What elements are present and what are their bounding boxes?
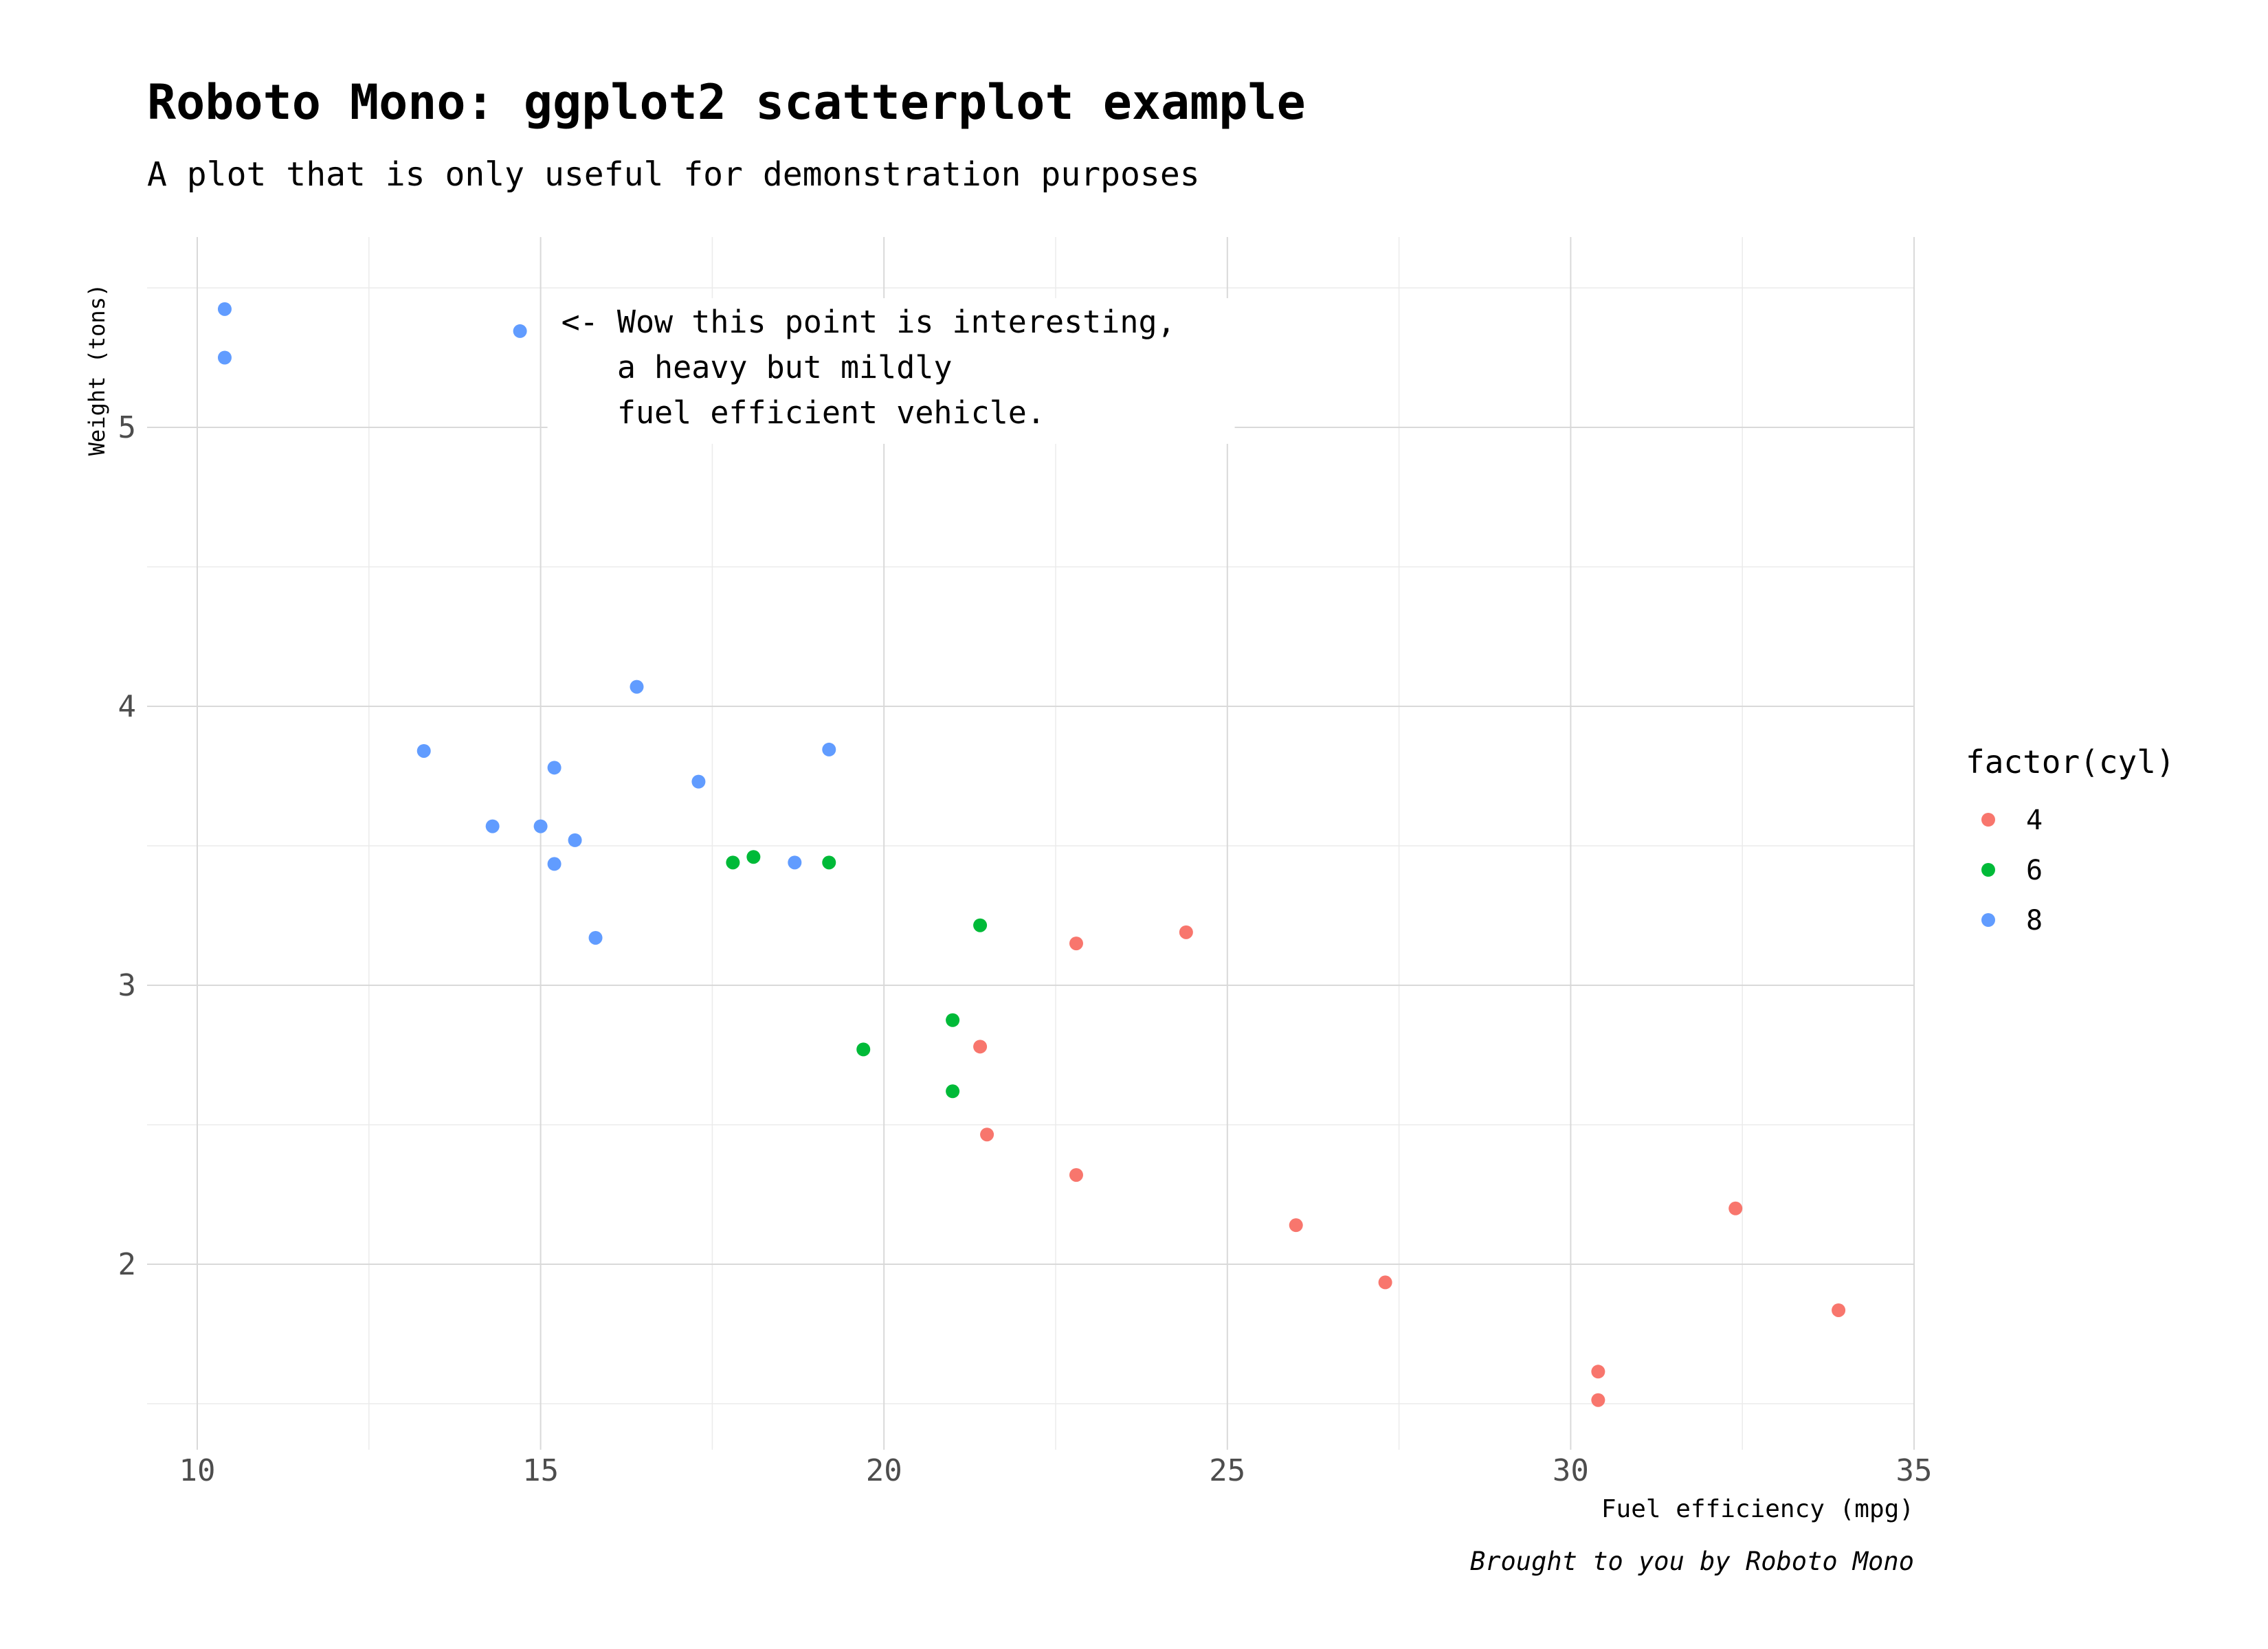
y-axis-title: Weight (tons) — [84, 284, 110, 456]
x-tick-label: 35 — [1896, 1453, 1933, 1488]
data-point-cyl-4 — [1179, 925, 1193, 939]
data-point-cyl-6 — [726, 855, 740, 870]
data-point-cyl-4 — [1378, 1275, 1392, 1290]
data-point-cyl-6 — [856, 1042, 871, 1057]
data-point-cyl-6 — [822, 855, 836, 870]
chart-title: Roboto Mono: ggplot2 scatterplot example — [147, 74, 1306, 131]
data-point-cyl-6 — [973, 918, 988, 932]
x-tick-label: 30 — [1553, 1453, 1589, 1488]
annotation-text: <- Wow this point is interesting, a heav… — [562, 304, 1176, 431]
x-tick-label: 25 — [1209, 1453, 1245, 1488]
legend: factor(cyl) 4 6 8 — [1966, 743, 2175, 936]
chart-subtitle: A plot that is only useful for demonstra… — [147, 155, 1200, 194]
data-point-cyl-4 — [1069, 1168, 1083, 1182]
x-axis-title: Fuel efficiency (mpg) — [1601, 1495, 1914, 1523]
data-point-cyl-8 — [485, 819, 500, 833]
y-tick-label: 3 — [118, 968, 137, 1003]
data-point-cyl-4 — [1069, 936, 1083, 951]
annotation-background — [547, 298, 1235, 444]
data-point-cyl-8 — [416, 743, 431, 758]
data-point-cyl-8 — [513, 324, 527, 338]
annotation-line: <- Wow this point is interesting, — [562, 304, 1176, 340]
data-point-cyl-6 — [946, 1013, 960, 1027]
chart-caption: Brought to you by Roboto Mono — [1470, 1547, 1914, 1576]
data-point-cyl-4 — [1591, 1393, 1605, 1407]
legend-title: factor(cyl) — [1966, 743, 2175, 781]
legend-key-8 — [1981, 913, 1995, 927]
x-tick-label: 10 — [179, 1453, 216, 1488]
data-points — [217, 302, 1846, 1407]
annotation-line: a heavy but mildly — [562, 349, 953, 385]
data-point-cyl-4 — [1591, 1365, 1605, 1379]
legend-label-8: 8 — [2026, 905, 2043, 936]
data-point-cyl-8 — [533, 819, 548, 833]
data-point-cyl-6 — [946, 1084, 960, 1099]
legend-label-6: 6 — [2026, 855, 2043, 886]
y-tick-label: 5 — [118, 410, 137, 445]
annotation: <- Wow this point is interesting, a heav… — [547, 298, 1235, 444]
data-point-cyl-4 — [1728, 1201, 1743, 1215]
data-point-cyl-8 — [217, 350, 232, 365]
data-point-cyl-6 — [746, 850, 761, 864]
data-point-cyl-8 — [568, 833, 582, 847]
data-point-cyl-8 — [630, 680, 644, 694]
x-tick-label: 20 — [866, 1453, 902, 1488]
data-point-cyl-8 — [547, 761, 562, 775]
annotation-line: fuel efficient vehicle. — [562, 394, 1045, 431]
data-point-cyl-8 — [822, 742, 836, 756]
data-point-cyl-8 — [691, 774, 706, 789]
y-tick-label: 2 — [118, 1247, 137, 1282]
y-tick-label: 4 — [118, 689, 137, 724]
axis-ticks: 10 15 20 25 30 35 2 3 4 5 — [118, 410, 1933, 1488]
legend-key-4 — [1981, 813, 1995, 827]
data-point-cyl-8 — [547, 857, 562, 871]
data-point-cyl-4 — [1289, 1218, 1303, 1233]
legend-key-6 — [1981, 863, 1995, 877]
data-point-cyl-8 — [588, 930, 603, 945]
data-point-cyl-4 — [980, 1128, 994, 1142]
data-point-cyl-4 — [973, 1040, 988, 1054]
data-point-cyl-4 — [1832, 1303, 1846, 1317]
legend-label-4: 4 — [2026, 805, 2043, 836]
x-tick-label: 15 — [522, 1453, 559, 1488]
data-point-cyl-8 — [217, 302, 232, 316]
legend-items: 4 6 8 — [1981, 805, 2043, 936]
data-point-cyl-8 — [788, 855, 802, 870]
